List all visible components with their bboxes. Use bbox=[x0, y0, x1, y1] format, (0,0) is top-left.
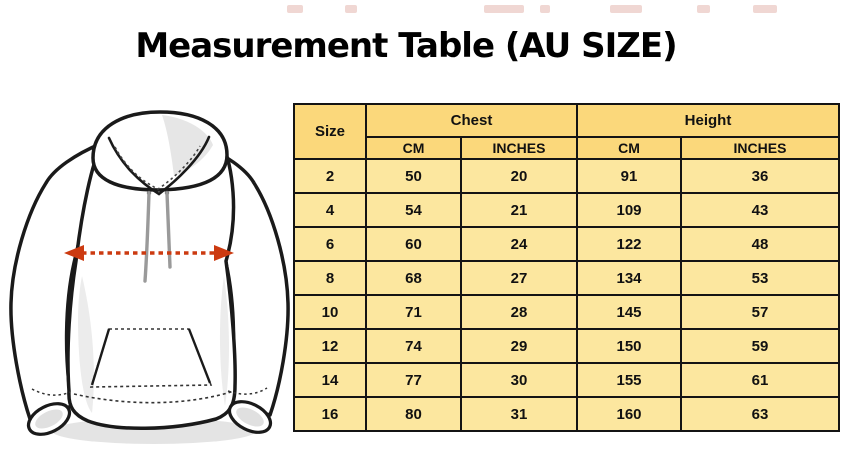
height-inches-cell: 59 bbox=[679, 328, 841, 364]
hood-stitching bbox=[114, 145, 201, 190]
table-row: 8 68 27 134 53 bbox=[293, 260, 841, 296]
height-cm-cell: 109 bbox=[576, 192, 682, 228]
cropped-red-mark bbox=[287, 5, 303, 13]
size-cell: 14 bbox=[293, 362, 367, 398]
height-inches-cell: 36 bbox=[679, 158, 841, 194]
size-cell: 6 bbox=[293, 226, 367, 262]
height-cm-cell: 145 bbox=[576, 294, 682, 330]
chest-cm-cell: 74 bbox=[365, 328, 462, 364]
body-shading-right bbox=[219, 276, 229, 406]
col-header-height-cm: CM bbox=[576, 136, 682, 160]
cropped-red-mark bbox=[753, 5, 777, 13]
drawstring-right bbox=[165, 191, 172, 269]
height-cm-cell: 155 bbox=[576, 362, 682, 398]
table-row: 6 60 24 122 48 bbox=[293, 226, 841, 262]
cropped-red-mark bbox=[697, 5, 710, 13]
chest-inches-cell: 30 bbox=[460, 362, 578, 398]
col-header-size: Size bbox=[293, 103, 367, 160]
size-cell: 16 bbox=[293, 396, 367, 432]
chest-cm-cell: 54 bbox=[365, 192, 462, 228]
size-cell: 10 bbox=[293, 294, 367, 330]
chest-cm-cell: 71 bbox=[365, 294, 462, 330]
table-row: 10 71 28 145 57 bbox=[293, 294, 841, 330]
height-cm-cell: 122 bbox=[576, 226, 682, 262]
cropped-red-mark bbox=[484, 5, 524, 13]
pocket-side-left bbox=[90, 328, 111, 386]
pocket-stitching bbox=[89, 328, 213, 388]
hem-stitching bbox=[73, 390, 235, 404]
col-header-height: Height bbox=[575, 103, 841, 138]
pocket-side-right bbox=[187, 328, 212, 384]
chest-inches-cell: 21 bbox=[460, 192, 578, 228]
table-row: 16 80 31 160 63 bbox=[293, 396, 841, 432]
chest-inches-cell: 29 bbox=[460, 328, 578, 364]
height-cm-cell: 134 bbox=[576, 260, 682, 296]
chest-inches-cell: 24 bbox=[460, 226, 578, 262]
height-inches-cell: 48 bbox=[679, 226, 841, 262]
page-title: Measurement Table (AU SIZE) bbox=[135, 26, 677, 66]
height-inches-cell: 57 bbox=[679, 294, 841, 330]
table-row: 2 50 20 91 36 bbox=[293, 158, 841, 194]
chest-cm-cell: 77 bbox=[365, 362, 462, 398]
chest-cm-cell: 68 bbox=[365, 260, 462, 296]
height-inches-cell: 43 bbox=[679, 192, 841, 228]
col-header-chest-inches: INCHES bbox=[460, 136, 578, 160]
measurement-table: Size Chest Height CM INCHES CM INCHES 2 … bbox=[293, 103, 841, 432]
hood-shading bbox=[162, 115, 213, 176]
chest-inches-cell: 27 bbox=[460, 260, 578, 296]
table-row: 12 74 29 150 59 bbox=[293, 328, 841, 364]
size-cell: 2 bbox=[293, 158, 367, 194]
height-inches-cell: 63 bbox=[679, 396, 841, 432]
height-cm-cell: 150 bbox=[576, 328, 682, 364]
height-inches-cell: 61 bbox=[679, 362, 841, 398]
col-header-chest: Chest bbox=[365, 103, 578, 138]
hoodie-illustration bbox=[9, 110, 290, 444]
hood-opening bbox=[107, 135, 211, 196]
height-inches-cell: 53 bbox=[679, 260, 841, 296]
table-row: 4 54 21 109 43 bbox=[293, 192, 841, 228]
chest-cm-cell: 80 bbox=[365, 396, 462, 432]
col-header-chest-cm: CM bbox=[365, 136, 462, 160]
height-cm-cell: 91 bbox=[576, 158, 682, 194]
size-cell: 4 bbox=[293, 192, 367, 228]
cropped-red-mark bbox=[345, 5, 357, 13]
chest-measure-arrow bbox=[64, 245, 234, 261]
table-row: 14 77 30 155 61 bbox=[293, 362, 841, 398]
height-cm-cell: 160 bbox=[576, 396, 682, 432]
size-cell: 12 bbox=[293, 328, 367, 364]
body-shading-left bbox=[78, 276, 94, 413]
cuff-left bbox=[26, 402, 72, 436]
drawstring-left bbox=[143, 191, 151, 283]
col-header-height-inches: INCHES bbox=[679, 136, 841, 160]
chest-cm-cell: 50 bbox=[365, 158, 462, 194]
cropped-red-mark bbox=[610, 5, 642, 13]
cuff-right bbox=[227, 400, 273, 434]
cropped-red-mark bbox=[540, 5, 550, 13]
chest-inches-cell: 28 bbox=[460, 294, 578, 330]
chest-inches-cell: 20 bbox=[460, 158, 578, 194]
chest-cm-cell: 60 bbox=[365, 226, 462, 262]
size-cell: 8 bbox=[293, 260, 367, 296]
chest-inches-cell: 31 bbox=[460, 396, 578, 432]
